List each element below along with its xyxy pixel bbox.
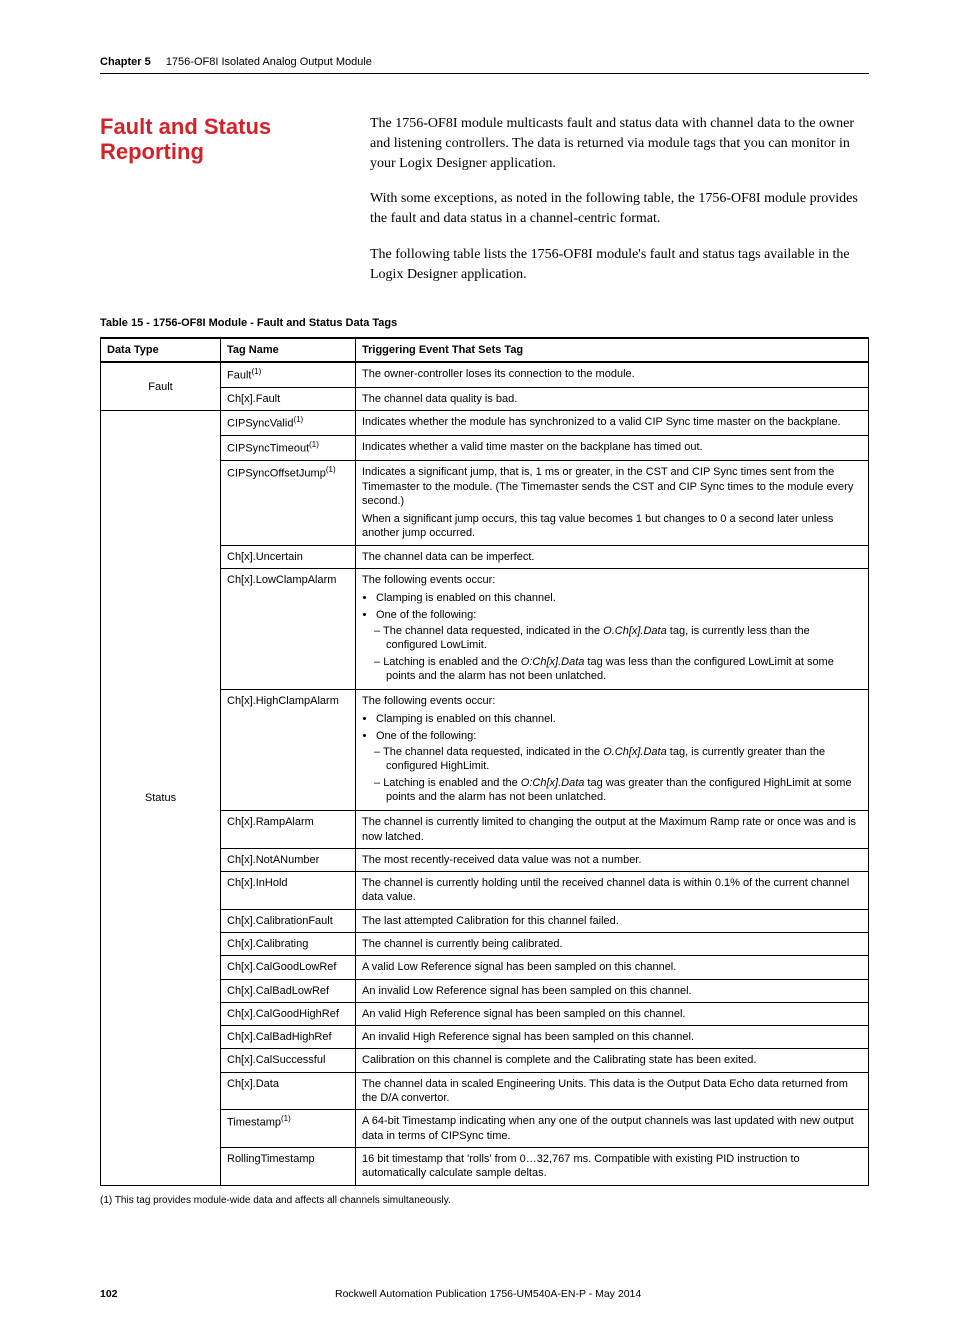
tag-desc: A 64-bit Timestamp indicating when any o… — [356, 1110, 869, 1148]
running-header: Chapter 5 1756-OF8I Isolated Analog Outp… — [100, 55, 869, 74]
fault-status-table: Data Type Tag Name Triggering Event That… — [100, 337, 869, 1186]
tag-name: Ch[x].CalSuccessful — [221, 1049, 356, 1072]
tag-desc: The following events occur: Clamping is … — [356, 569, 869, 690]
page-number: 102 — [100, 1287, 335, 1301]
tag-name: Ch[x].HighClampAlarm — [221, 690, 356, 811]
col-header: Tag Name — [221, 338, 356, 362]
tag-desc: A valid Low Reference signal has been sa… — [356, 956, 869, 979]
tag-name: RollingTimestamp — [221, 1147, 356, 1185]
tag-name: Ch[x].Calibrating — [221, 932, 356, 955]
group-cell-fault: Fault — [101, 362, 221, 411]
section-title: Fault and Status Reporting — [100, 114, 340, 165]
section-intro: Fault and Status Reporting The 1756-OF8I… — [100, 114, 869, 301]
tag-name: CIPSyncTimeout(1) — [221, 436, 356, 461]
chapter-label: Chapter 5 — [100, 56, 151, 68]
tag-desc: The last attempted Calibration for this … — [356, 909, 869, 932]
intro-paragraph: With some exceptions, as noted in the fo… — [370, 189, 869, 229]
table-footnote: (1) This tag provides module-wide data a… — [100, 1194, 869, 1208]
table-row: Status CIPSyncValid(1) Indicates whether… — [101, 411, 869, 436]
tag-desc: Indicates a significant jump, that is, 1… — [356, 461, 869, 545]
tag-desc: The owner-controller loses its connectio… — [356, 362, 869, 387]
tag-name: Ch[x].Fault — [221, 388, 356, 411]
tag-name: Ch[x].LowClampAlarm — [221, 569, 356, 690]
col-header: Data Type — [101, 338, 221, 362]
tag-name: Timestamp(1) — [221, 1110, 356, 1148]
page-footer: 102 Rockwell Automation Publication 1756… — [100, 1287, 869, 1301]
tag-desc: An valid High Reference signal has been … — [356, 1002, 869, 1025]
tag-desc: 16 bit timestamp that 'rolls' from 0…32,… — [356, 1147, 869, 1185]
tag-desc: Indicates whether a valid time master on… — [356, 436, 869, 461]
tag-name: Ch[x].CalibrationFault — [221, 909, 356, 932]
tag-desc: An invalid High Reference signal has bee… — [356, 1026, 869, 1049]
table-header-row: Data Type Tag Name Triggering Event That… — [101, 338, 869, 362]
tag-name: Ch[x].CalBadHighRef — [221, 1026, 356, 1049]
tag-name: Ch[x].RampAlarm — [221, 811, 356, 849]
tag-desc: An invalid Low Reference signal has been… — [356, 979, 869, 1002]
tag-desc: The channel data in scaled Engineering U… — [356, 1072, 869, 1110]
tag-desc: Calibration on this channel is complete … — [356, 1049, 869, 1072]
tag-name: CIPSyncOffsetJump(1) — [221, 461, 356, 545]
publication-line: Rockwell Automation Publication 1756-UM5… — [335, 1287, 869, 1301]
col-header: Triggering Event That Sets Tag — [356, 338, 869, 362]
tag-name: Ch[x].InHold — [221, 872, 356, 910]
tag-name: Ch[x].CalGoodHighRef — [221, 1002, 356, 1025]
section-body: The 1756-OF8I module multicasts fault an… — [370, 114, 869, 301]
tag-name: CIPSyncValid(1) — [221, 411, 356, 436]
tag-desc: The channel is currently holding until t… — [356, 872, 869, 910]
tag-desc: Indicates whether the module has synchro… — [356, 411, 869, 436]
tag-name: Fault(1) — [221, 362, 356, 387]
tag-desc: The channel data quality is bad. — [356, 388, 869, 411]
group-cell-status: Status — [101, 411, 221, 1185]
tag-name: Ch[x].CalGoodLowRef — [221, 956, 356, 979]
tag-desc: The most recently-received data value wa… — [356, 848, 869, 871]
table-caption: Table 15 - 1756-OF8I Module - Fault and … — [100, 316, 869, 331]
chapter-title: 1756-OF8I Isolated Analog Output Module — [166, 56, 372, 68]
intro-paragraph: The following table lists the 1756-OF8I … — [370, 245, 869, 285]
tag-desc: The channel is currently being calibrate… — [356, 932, 869, 955]
tag-desc: The following events occur: Clamping is … — [356, 690, 869, 811]
table-row: Fault Fault(1) The owner-controller lose… — [101, 362, 869, 387]
tag-name: Ch[x].NotANumber — [221, 848, 356, 871]
tag-desc: The channel is currently limited to chan… — [356, 811, 869, 849]
tag-name: Ch[x].CalBadLowRef — [221, 979, 356, 1002]
tag-name: Ch[x].Uncertain — [221, 545, 356, 568]
intro-paragraph: The 1756-OF8I module multicasts fault an… — [370, 114, 869, 174]
tag-name: Ch[x].Data — [221, 1072, 356, 1110]
tag-desc: The channel data can be imperfect. — [356, 545, 869, 568]
